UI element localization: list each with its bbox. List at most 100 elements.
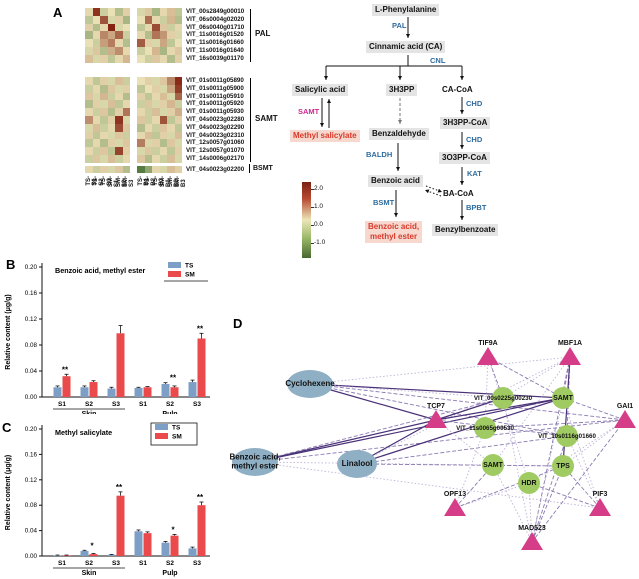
heatmap-cell <box>92 131 100 140</box>
bar-TS <box>188 548 197 556</box>
y-tick-label: 0.00 <box>25 553 38 560</box>
heatmap-cell <box>85 39 93 47</box>
heatmap-cell <box>167 100 175 109</box>
node-label: Benzoic acid, <box>230 453 281 462</box>
y-tick-label: 0.20 <box>25 426 38 433</box>
bar-TS <box>134 387 143 397</box>
significance-marker: ** <box>62 365 69 374</box>
heatmap-cell <box>92 15 100 24</box>
x-tick-label: S2 <box>166 560 174 567</box>
x-tick-label: S1 <box>139 401 147 408</box>
heatmap-cell <box>174 139 182 148</box>
network-edge <box>531 465 564 543</box>
network-edge <box>309 383 437 421</box>
heatmap-cell <box>152 15 160 24</box>
heatmap-cell <box>115 166 123 173</box>
heatmap-cell <box>122 100 130 109</box>
heatmap-column-label: TS-B3 <box>152 176 165 186</box>
legend-label: TS <box>172 425 181 432</box>
network-edge <box>492 356 571 466</box>
panel-d-letter: D <box>233 316 243 331</box>
bar-TS <box>161 384 170 397</box>
heatmap-cell <box>107 23 115 32</box>
heatmap-cell <box>144 155 152 163</box>
bar-TS <box>161 542 170 556</box>
panel-a-letter: A <box>53 5 63 20</box>
heatmap-cell <box>137 116 145 124</box>
bar-chart-benzoic-acid-methyl-ester: 0.00 0.04 0.08 0.12 0.16 0.20 Relative content… <box>5 262 210 414</box>
significance-marker: ** <box>197 324 204 333</box>
node-label: MBF1A <box>558 340 582 347</box>
heatmap-cell <box>115 23 123 32</box>
heatmap-cell <box>100 166 108 173</box>
node-label: TPS <box>556 463 570 470</box>
network-edge <box>562 419 626 467</box>
network-edge <box>435 397 504 421</box>
gene-label: VIT_12s0057g01070 <box>186 147 245 155</box>
metabolite-node <box>337 450 377 478</box>
heatmap-cell <box>144 39 152 47</box>
legend-label: SM <box>172 434 182 441</box>
node-benzylbenzoate: Benzylbenzoate <box>432 224 499 236</box>
gene-node <box>482 454 504 476</box>
x-tick-label: S2 <box>85 401 93 408</box>
enzyme-baldh: BALDH <box>366 150 393 159</box>
heatmap-cell <box>159 39 167 47</box>
y-tick-label: 0.12 <box>25 316 38 323</box>
bar-SM <box>116 333 125 397</box>
heatmap-cell <box>174 155 182 163</box>
heatmap-cell <box>85 77 93 85</box>
bar-SM <box>197 505 206 556</box>
heatmap-cell <box>107 77 115 85</box>
heatmap-cell <box>92 139 100 148</box>
metabolite-node <box>287 370 333 398</box>
heatmap-cell <box>159 84 167 93</box>
heatmap-cell <box>174 23 182 32</box>
heatmap-cell <box>122 147 130 155</box>
heatmap-cell <box>137 84 145 93</box>
heatmap-cell <box>100 92 108 101</box>
heatmap-cell <box>144 8 152 16</box>
colorbar-tick-mark <box>311 189 314 190</box>
heatmap-cell <box>159 166 167 173</box>
heatmap-cell <box>137 108 145 116</box>
heatmap-cell <box>107 108 115 116</box>
pal-bracket <box>250 9 251 62</box>
heatmap-cell <box>85 108 93 116</box>
gene-label: VIT_11s0016g01640 <box>186 46 244 54</box>
heatmap-column-label: TS-B1 <box>137 176 150 186</box>
heatmap-column-label: SM-B2 <box>167 176 180 187</box>
y-tick-label: 0.12 <box>25 477 38 484</box>
bar-TS <box>107 554 116 556</box>
heatmap-cell <box>152 77 160 85</box>
heatmap-cell <box>122 23 130 32</box>
network-edge <box>254 419 437 463</box>
x-tick-label: S1 <box>58 401 66 408</box>
heatmap-cell <box>122 116 130 124</box>
heatmap-cell <box>152 139 160 148</box>
network-edge <box>487 356 564 399</box>
node-benzaldehyde: Benzaldehyde <box>369 128 429 140</box>
gene-label: VIT_00s2849g00010 <box>186 7 245 15</box>
heatmap-cell <box>100 139 108 148</box>
heatmap-cell <box>137 39 145 47</box>
heatmap-cell <box>92 54 100 63</box>
network-edge <box>254 419 626 463</box>
heatmap-cell <box>167 84 175 93</box>
tf-node <box>444 498 466 516</box>
heatmap-cell <box>159 108 167 116</box>
heatmap-cell <box>85 166 93 173</box>
group-label: Pulp <box>162 570 177 577</box>
heatmap-column-label: TS-S2 <box>93 176 105 186</box>
enzyme-pal: PAL <box>392 21 407 30</box>
network-edge <box>487 356 530 484</box>
heatmap-cell <box>107 47 115 55</box>
heatmap-cell <box>167 15 175 24</box>
heatmap-cell <box>152 100 160 109</box>
heatmap-cell <box>92 100 100 109</box>
heatmap-cell <box>137 123 145 132</box>
bar-SM <box>62 555 71 556</box>
legend-swatch <box>168 271 181 277</box>
node-salicylic-acid: Salicylic acid <box>292 84 349 96</box>
